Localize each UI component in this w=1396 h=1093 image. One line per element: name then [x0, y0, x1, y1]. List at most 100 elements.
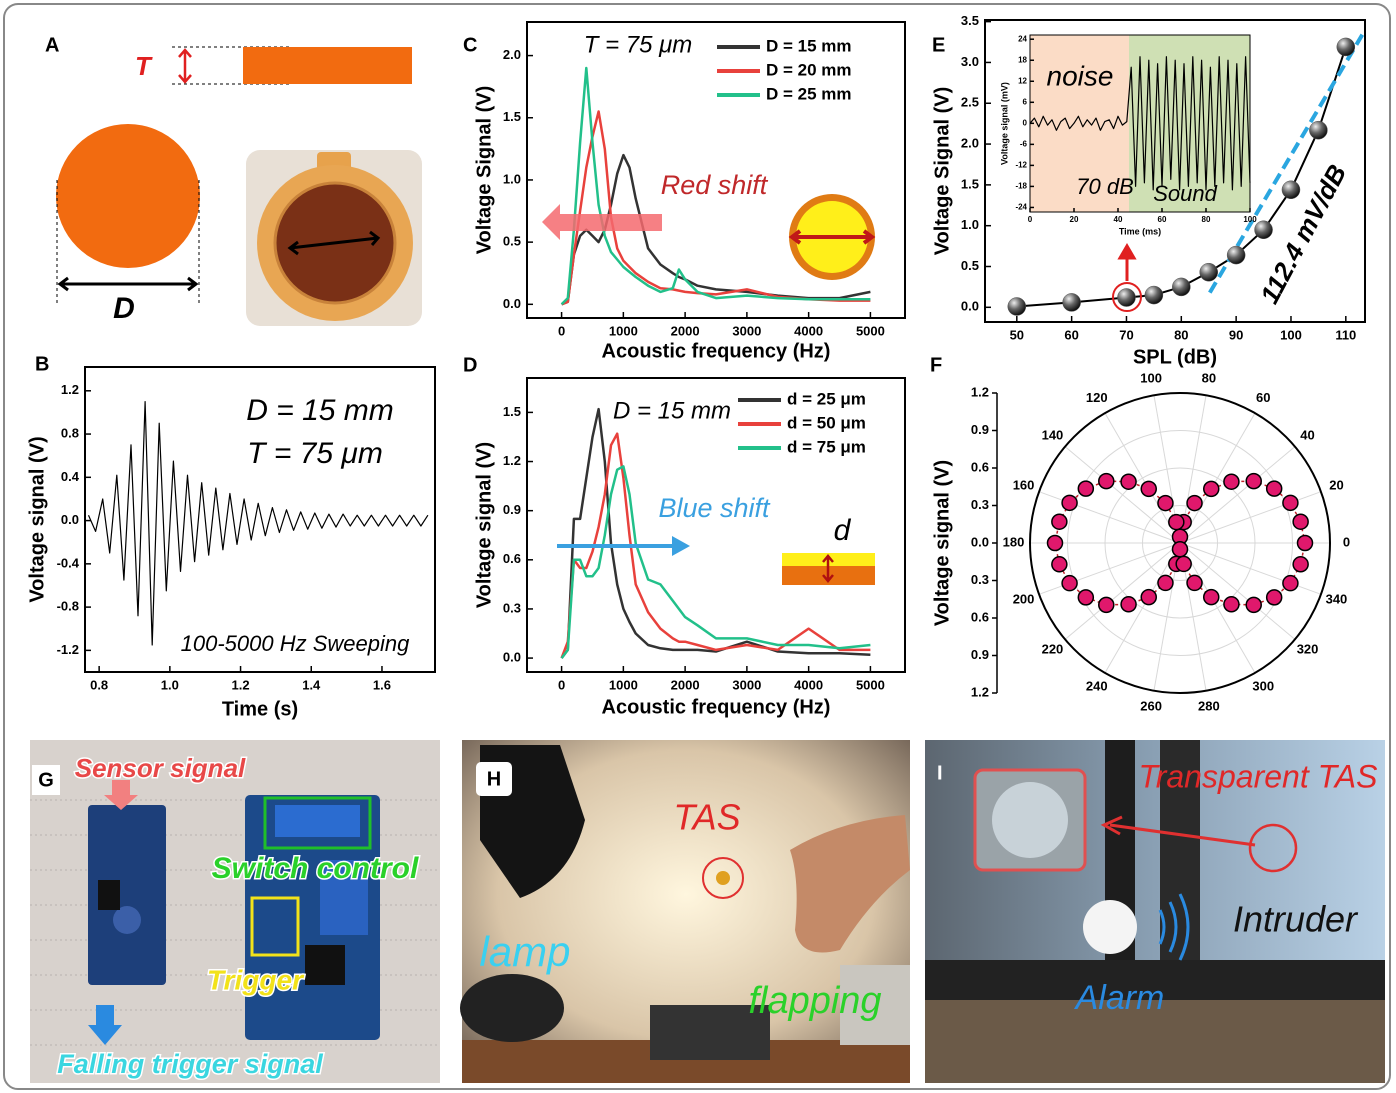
- photo-annotation: TAS: [673, 797, 740, 838]
- photo-annotation: Intruder: [1233, 899, 1359, 940]
- r-tick-label: 1.2: [971, 684, 989, 699]
- highlight: [250, 896, 300, 957]
- x-tick-label: 80: [1202, 215, 1211, 224]
- x-tick-label: 90: [1229, 327, 1243, 342]
- r-tick-label: 1.2: [971, 384, 989, 399]
- overlays: [542, 194, 1142, 585]
- annotation: Blue shift: [658, 493, 771, 523]
- plot-frame: [984, 19, 1366, 323]
- lamp-base: [460, 974, 564, 1042]
- data-point: [1282, 574, 1299, 592]
- angle-label: 200: [1013, 591, 1035, 606]
- data-point: [1098, 472, 1115, 490]
- annotation: d: [834, 514, 852, 547]
- data-point: [1223, 596, 1240, 613]
- x-tick-label: 4000: [794, 677, 823, 692]
- data-point: [1157, 574, 1174, 592]
- y-tick-label: 6: [1023, 97, 1028, 106]
- angle-label: 240: [1086, 679, 1108, 694]
- y-axis-title: Voltage signal (V): [26, 436, 48, 602]
- component: [305, 945, 345, 985]
- x-tick-label: 3000: [732, 677, 761, 692]
- figure-border: [3, 3, 1391, 1090]
- data-point: [1254, 220, 1273, 240]
- data-point: [1098, 596, 1115, 614]
- x-tick-label: 5000: [856, 323, 885, 338]
- data-line: [560, 465, 871, 659]
- data-line: [1029, 56, 1251, 191]
- grid-circle: [1067, 430, 1293, 656]
- photo-annotation: Alarm: [1074, 979, 1165, 1017]
- y-axis-title: Voltage signal (V): [473, 442, 495, 608]
- data-point: [1077, 589, 1095, 606]
- component: [320, 860, 368, 935]
- panel-label: G: [38, 769, 54, 791]
- r-tick-label: 0.0: [971, 534, 989, 549]
- legend-label: D = 15 mm: [766, 36, 852, 55]
- desk: [925, 1000, 1385, 1083]
- x-tick-label: 60: [1158, 215, 1167, 224]
- region-label: noise: [1047, 60, 1114, 91]
- arrow: [88, 1005, 122, 1045]
- y-tick-label: 2.0: [503, 47, 521, 62]
- x-axis-title: Acoustic frequency (Hz): [602, 340, 831, 362]
- y-tick-label: 1.2: [503, 453, 521, 468]
- y-tick-label: 0: [1023, 118, 1028, 127]
- highlight: [702, 857, 744, 899]
- window-sill: [925, 960, 1385, 1000]
- annotation: T = 75 μm: [247, 437, 383, 470]
- diameter-symbol: D: [113, 292, 135, 325]
- component: [113, 906, 141, 934]
- angle-label: 0: [1343, 534, 1350, 549]
- data-line: [561, 110, 871, 306]
- data-point: [1186, 574, 1203, 592]
- angle-label: 300: [1252, 679, 1274, 694]
- x-tick-label: 40: [1114, 215, 1123, 224]
- x-tick-label: 100: [1243, 215, 1257, 224]
- legend-label: D = 20 mm: [766, 60, 852, 79]
- y-tick-label: 3.5: [961, 13, 979, 28]
- r-tick-label: 0.6: [971, 459, 989, 474]
- angle-label: 260: [1140, 698, 1162, 713]
- panel-label: C: [463, 34, 477, 56]
- data-point: [1157, 494, 1174, 512]
- data-point: [1051, 556, 1068, 573]
- data-point: [1175, 555, 1192, 573]
- data-line: [560, 407, 871, 659]
- x-tick-label: 1.4: [302, 677, 321, 692]
- angle-label: 220: [1042, 641, 1064, 656]
- y-tick-label: 1.5: [961, 176, 979, 191]
- photo-annotation: Falling trigger signal: [57, 1049, 323, 1079]
- annotation: D = 15 mm: [246, 394, 394, 427]
- film-side: [243, 47, 412, 84]
- photo-annotation: Sensor signal: [75, 753, 246, 783]
- photo-annotation: Trigger: [207, 964, 305, 995]
- y-tick-label: 24: [1018, 34, 1027, 43]
- plot-frame: [526, 377, 906, 673]
- angle-label: 120: [1086, 390, 1108, 405]
- schematic: A T D: [45, 34, 422, 326]
- x-tick-label: 4000: [794, 323, 823, 338]
- y-tick-label: -6: [1020, 139, 1028, 148]
- panel-label: E: [932, 34, 945, 56]
- y-tick-label: -18: [1015, 182, 1027, 191]
- photo-annotation: flapping: [748, 980, 881, 1022]
- y-tick-label: 0.4: [61, 469, 80, 484]
- shift-arrow: [672, 536, 690, 556]
- photo-annotation: lamp: [479, 928, 570, 975]
- x-tick-label: 0.8: [90, 677, 108, 692]
- y-tick-label: -1.2: [57, 642, 79, 657]
- data-point: [1292, 513, 1309, 530]
- panel-label: B: [35, 353, 49, 375]
- charts: 0.8 1.0 1.2 1.4 1.6 -1.2 -0.8 -0.4 0.0 0.4 0.8 1.2 T…: [26, 13, 1366, 720]
- x-tick-label: 2000: [671, 323, 700, 338]
- hand: [790, 815, 910, 953]
- film-top: [56, 124, 200, 268]
- data-point: [1265, 480, 1283, 497]
- x-tick-label: 0: [558, 323, 565, 338]
- y-axis-title: Voltage Signal (V): [473, 86, 495, 255]
- angle-label: 80: [1202, 370, 1216, 385]
- x-axis-title: Time (s): [222, 698, 298, 720]
- angle-label: 140: [1042, 427, 1064, 442]
